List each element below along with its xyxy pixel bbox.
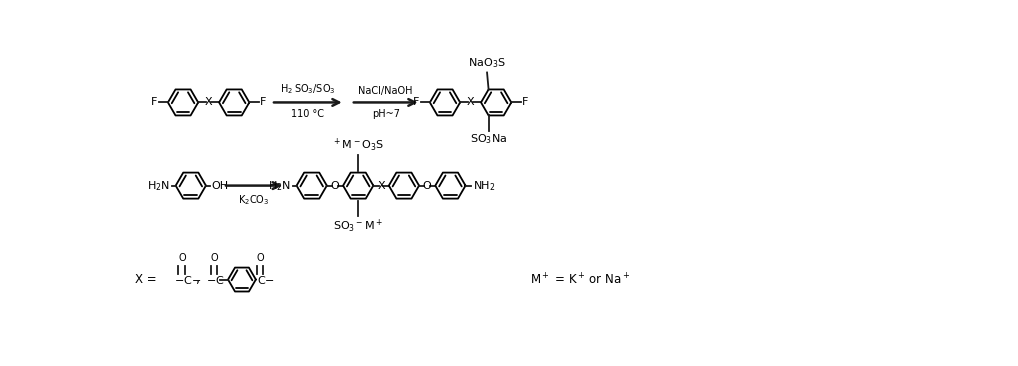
Text: M$^+$ = K$^+$ or Na$^+$: M$^+$ = K$^+$ or Na$^+$ [530, 272, 630, 287]
Text: X: X [466, 97, 474, 108]
Text: ,: , [196, 273, 201, 286]
Text: NaCl/NaOH: NaCl/NaOH [358, 86, 413, 96]
Text: X: X [378, 180, 385, 191]
Text: O: O [331, 180, 339, 191]
Text: C$-$: C$-$ [258, 273, 275, 285]
Text: F: F [522, 97, 528, 108]
Text: 110 °C: 110 °C [291, 109, 325, 119]
Text: O: O [211, 253, 218, 262]
Text: O: O [257, 253, 264, 262]
Text: X: X [205, 97, 212, 108]
Text: K$_2$CO$_3$: K$_2$CO$_3$ [238, 193, 270, 207]
Text: O: O [422, 180, 432, 191]
Text: pH~7: pH~7 [372, 109, 400, 119]
Text: SO$_3$$^-$M$^+$: SO$_3$$^-$M$^+$ [333, 217, 383, 235]
Text: $^+$M$^-$O$_3$S: $^+$M$^-$O$_3$S [332, 137, 384, 154]
Text: O: O [178, 253, 185, 262]
Text: $-$C$-$: $-$C$-$ [174, 273, 201, 285]
Text: SO$_3$Na: SO$_3$Na [470, 132, 507, 146]
Text: NaO$_3$S: NaO$_3$S [468, 56, 506, 70]
Text: NH$_2$: NH$_2$ [472, 179, 495, 193]
Text: H$_2$N: H$_2$N [268, 179, 291, 193]
Text: F: F [261, 97, 267, 108]
Text: H$_2$ SO$_3$/SO$_3$: H$_2$ SO$_3$/SO$_3$ [280, 82, 336, 96]
Text: F: F [151, 97, 157, 108]
Text: X =: X = [135, 273, 157, 286]
Text: F: F [412, 97, 419, 108]
Text: OH: OH [212, 180, 228, 191]
Text: H$_2$N: H$_2$N [148, 179, 170, 193]
Text: $-$C: $-$C [207, 273, 225, 285]
